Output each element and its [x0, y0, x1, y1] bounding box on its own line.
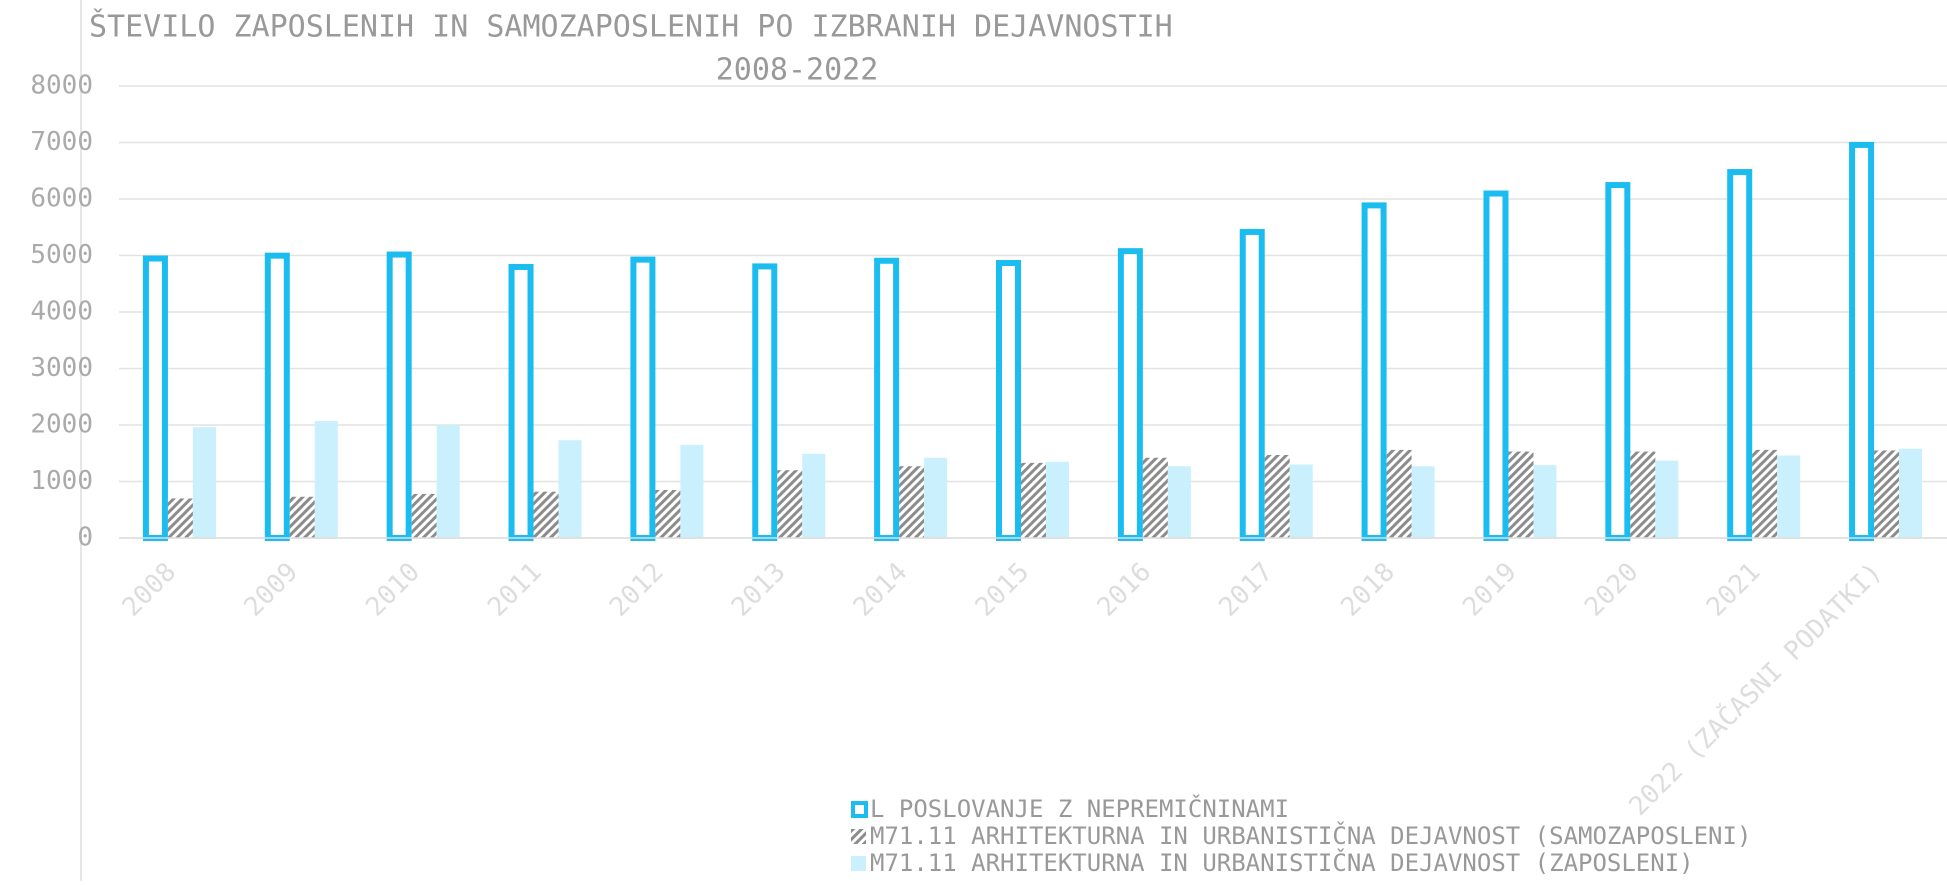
bar: [533, 491, 559, 538]
x-tick-label: 2022 (ZAČASNI PODATKI): [1622, 556, 1888, 822]
bar: [680, 444, 704, 538]
bar: [436, 425, 460, 538]
bar: [1386, 449, 1412, 538]
x-tick-label: 2021: [1701, 557, 1766, 622]
bar: [1021, 462, 1046, 538]
bar: [1533, 465, 1557, 538]
bar: [1727, 169, 1753, 541]
bar: [1411, 466, 1435, 538]
y-tick-label: 1000: [30, 466, 93, 496]
bar: [1752, 449, 1778, 538]
bar: [1483, 190, 1509, 541]
y-tick-label: 4000: [30, 297, 93, 327]
bar: [1874, 450, 1900, 538]
bar: [558, 440, 582, 538]
x-tick-label: 2012: [604, 557, 669, 622]
bar: [192, 427, 216, 538]
bar: [1605, 182, 1631, 542]
bar: [1117, 248, 1143, 541]
legend-swatch: [851, 801, 868, 818]
x-tick-label: 2015: [970, 557, 1035, 622]
y-tick-label: 0: [77, 523, 93, 553]
bar: [314, 421, 338, 538]
bar: [655, 489, 681, 538]
bar: [752, 263, 778, 541]
legend-swatch: [851, 829, 866, 844]
bar: [802, 453, 826, 538]
y-tick-label: 6000: [30, 184, 93, 214]
x-tick-label: 2013: [726, 557, 791, 622]
bar: [1899, 448, 1923, 538]
bar: [142, 255, 168, 541]
bar: [1508, 451, 1534, 538]
y-tick-label: 8000: [30, 71, 93, 101]
bar: [924, 457, 948, 538]
y-tick-label: 3000: [30, 353, 93, 383]
bar: [1655, 460, 1679, 538]
chart-subtitle: 2008-2022: [716, 53, 879, 88]
x-tick-label: 2009: [239, 557, 304, 622]
x-tick-label: 2020: [1579, 557, 1644, 622]
bar: [1046, 461, 1069, 538]
bar: [386, 251, 412, 541]
bar: [411, 493, 437, 538]
bar: [1849, 141, 1875, 541]
x-tick-label: 2010: [360, 557, 425, 622]
x-tick-label: 2017: [1213, 557, 1278, 622]
bar: [1264, 454, 1290, 538]
x-tick-label: 2014: [848, 557, 913, 622]
bar: [1289, 464, 1313, 538]
bar: [167, 498, 193, 538]
bar: [508, 263, 534, 541]
legend-label: L POSLOVANJE Z NEPREMIČNINAMI: [870, 793, 1289, 823]
y-tick-label: 2000: [30, 410, 93, 440]
legend-label: M71.11 ARHITEKTURNA IN URBANISTIČNA DEJA…: [870, 820, 1751, 850]
bar: [289, 496, 315, 538]
legend-swatch: [851, 856, 866, 871]
bar: [874, 257, 900, 541]
bar: [996, 260, 1021, 541]
x-tick-label: 2011: [482, 557, 547, 622]
bar: [1142, 457, 1168, 538]
bar: [777, 470, 803, 538]
bar: [899, 466, 925, 538]
bar: [1239, 228, 1265, 541]
bar: [264, 252, 290, 542]
y-tick-label: 7000: [30, 127, 93, 157]
x-tick-label: 2016: [1092, 557, 1157, 622]
chart-title: ŠTEVILO ZAPOSLENIH IN SAMOZAPOSLENIH PO …: [89, 8, 1173, 45]
bar: [1630, 451, 1656, 538]
x-tick-label: 2019: [1457, 557, 1522, 622]
bar: [630, 256, 656, 541]
y-tick-label: 5000: [30, 240, 93, 270]
bar: [1777, 455, 1801, 538]
x-tick-label: 2008: [117, 557, 182, 622]
legend-label: M71.11 ARHITEKTURNA IN URBANISTIČNA DEJA…: [870, 847, 1694, 877]
x-tick-label: 2018: [1335, 557, 1400, 622]
bar: [1167, 466, 1191, 538]
bar: [1361, 202, 1387, 541]
